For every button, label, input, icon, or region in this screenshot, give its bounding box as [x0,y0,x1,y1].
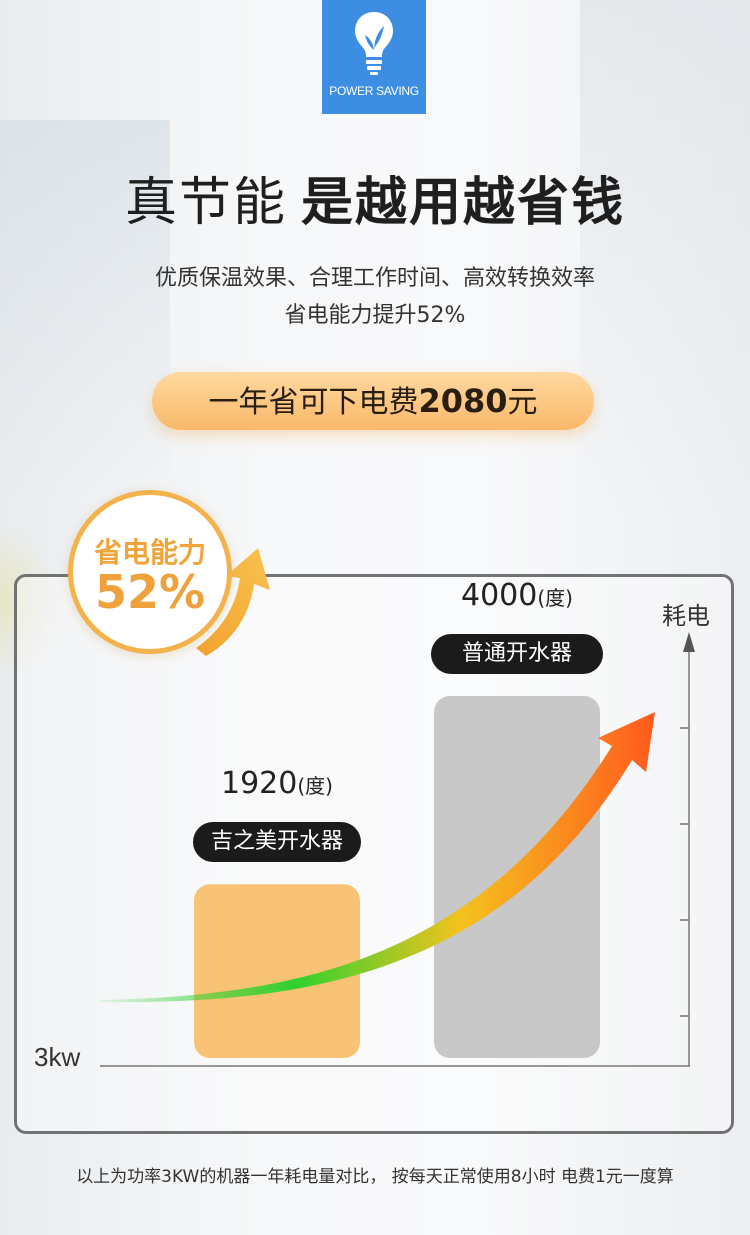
badge-arrow [196,548,270,656]
title-bold: 是越用越省钱 [301,173,626,233]
savings-amount: 2080 [418,382,508,420]
bar-0 [194,884,360,1058]
saving-badge-value: 52% [94,565,206,619]
chart-panel [14,574,734,1134]
footnote: 以上为功率3KW的机器一年耗电量对比， 按每天正常使用8小时 电费1元一度算 [76,1167,674,1187]
y-axis-label: 耗电 [662,602,710,630]
savings-suffix: 元 [507,385,538,420]
trend-arrow [100,712,655,1003]
power-saving-badge: POWER SAVING [322,0,426,114]
value-label-bar-1-number: 4000 [461,578,538,613]
x-axis-label: 3kw [34,1042,81,1072]
y-axis-arrowhead [683,632,695,652]
background-blur-plant [0,520,60,680]
value-label-bar-0-number: 1920 [221,766,298,802]
title-light: 真节能 [124,173,287,233]
page-title: 真节能 是越用越省钱 [0,160,750,235]
value-label-bar-1-unit: (度) [537,586,573,610]
subtitle-line1: 优质保温效果、合理工作时间、高效转换效率 [154,266,595,291]
savings-prefix: 一年省可下电费 [208,385,419,420]
bulb-leaf-icon [355,12,393,75]
savings-highlight: 一年省可下电费2080元 [152,372,594,430]
background-blur-right [580,0,750,520]
badge-text: POWER SAVING [329,84,419,98]
category-label-bar-0: 吉之美开水器 [193,822,361,863]
value-label-bar-0: 1920(度) [221,766,333,801]
saving-percent-badge: 省电能力 52% [68,490,232,654]
value-label-bar-0-unit: (度) [297,774,333,799]
category-label-bar-1: 普通开水器 [431,634,603,674]
saving-badge-label: 省电能力 [93,536,206,569]
background-blur-left [0,120,170,500]
subtitle-line2: 省电能力提升52% [284,303,466,328]
value-label-bar-1: 4000(度) [461,578,573,613]
